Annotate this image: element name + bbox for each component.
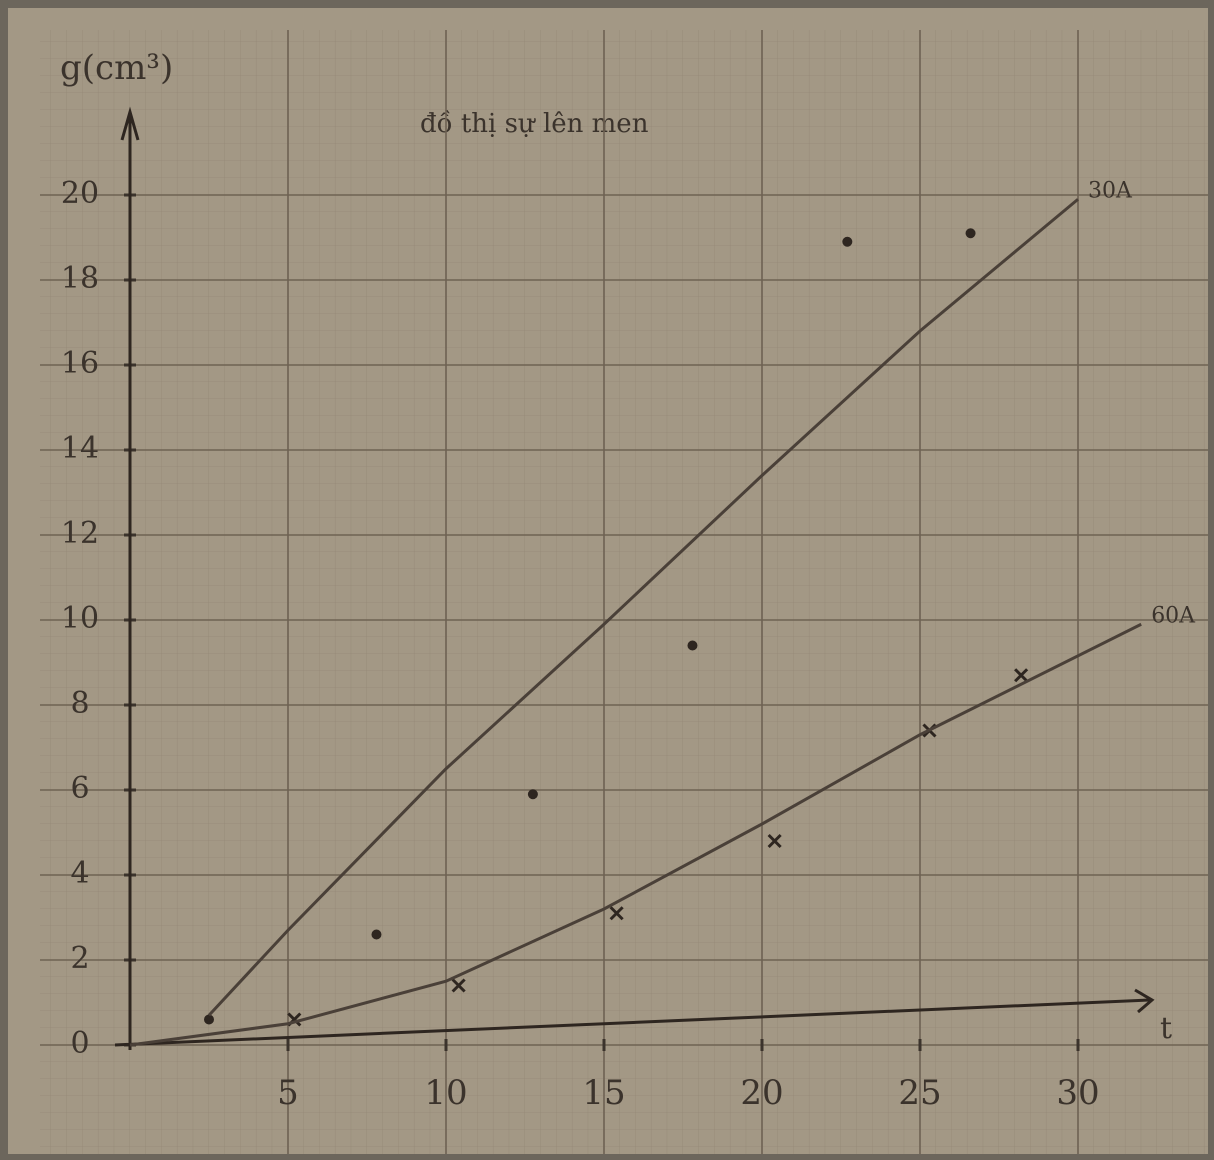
y-tick-label: 12 xyxy=(61,516,99,551)
point xyxy=(842,237,852,247)
y-tick-label: 18 xyxy=(61,261,99,296)
curve-label: 60A xyxy=(1151,603,1196,628)
x-tick-label: 15 xyxy=(582,1073,625,1113)
chart: đồ thị sự lên men g(cm³) t 0 2 4 6 8 10 12 14 16… xyxy=(0,0,1214,1160)
y-tick-label: 0 xyxy=(70,1026,89,1061)
x-tick-label: 20 xyxy=(740,1073,783,1113)
point xyxy=(528,789,538,799)
x-tick-label: 5 xyxy=(277,1073,299,1113)
x-tick-label: 25 xyxy=(898,1073,941,1113)
y-tick-label: 14 xyxy=(61,431,99,466)
point xyxy=(966,228,976,238)
y-tick-label: 20 xyxy=(61,176,99,211)
y-tick-label: 6 xyxy=(70,771,89,806)
y-tick-label: 8 xyxy=(70,686,89,721)
graph-paper xyxy=(40,30,1208,1154)
y-tick-label: 16 xyxy=(61,346,99,381)
curve-label: 30A xyxy=(1088,178,1133,203)
point xyxy=(204,1015,214,1025)
page: {"chart_data":{"type":"scatter","title":… xyxy=(0,0,1214,1160)
x-tick-label: 30 xyxy=(1056,1073,1099,1113)
y-axis-label: g(cm³) xyxy=(60,48,173,88)
chart-title: đồ thị sự lên men xyxy=(420,109,649,139)
point xyxy=(687,641,697,651)
y-tick-label: 4 xyxy=(70,856,89,891)
y-tick-label: 2 xyxy=(70,941,89,976)
x-tick-label: 10 xyxy=(424,1073,467,1113)
y-tick-label: 10 xyxy=(61,601,99,636)
x-axis-label: t xyxy=(1160,1011,1172,1046)
point xyxy=(371,930,381,940)
